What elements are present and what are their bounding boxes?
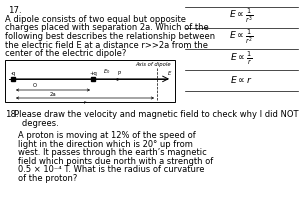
Text: west. It passes through the earth’s magnetic: west. It passes through the earth’s magn… <box>18 148 207 157</box>
Text: $E \propto \frac{1}{r}$: $E \propto \frac{1}{r}$ <box>230 50 253 66</box>
Text: center of the electric dipole?: center of the electric dipole? <box>5 49 126 58</box>
Text: $E \propto \frac{1}{r^2}$: $E \propto \frac{1}{r^2}$ <box>230 29 254 46</box>
Text: 18.: 18. <box>5 110 19 119</box>
Text: $E \propto r$: $E \propto r$ <box>230 74 253 85</box>
Text: $E_0$: $E_0$ <box>103 67 111 76</box>
Text: -q: -q <box>11 71 16 76</box>
Text: P: P <box>117 71 121 76</box>
Text: O: O <box>33 83 37 88</box>
Text: A dipole consists of two equal but opposite: A dipole consists of two equal but oppos… <box>5 15 186 24</box>
Text: Please draw the velocity and magnetic field to check why I did NOT choose 20 deg: Please draw the velocity and magnetic fi… <box>14 110 300 119</box>
Text: field which points due north with a strength of: field which points due north with a stre… <box>18 157 213 166</box>
Text: the electric field E at a distance r>>2a from the: the electric field E at a distance r>>2a… <box>5 40 208 49</box>
Bar <box>5 60 175 102</box>
Text: r: r <box>84 100 86 105</box>
Text: $E \propto \frac{1}{r^3}$: $E \propto \frac{1}{r^3}$ <box>230 7 254 25</box>
Text: charges placed with separation 2a. Which of the: charges placed with separation 2a. Which… <box>5 23 209 33</box>
Text: 0.5 × 10⁻⁴ T. What is the radius of curvature: 0.5 × 10⁻⁴ T. What is the radius of curv… <box>18 165 205 174</box>
Text: of the proton?: of the proton? <box>18 174 77 183</box>
Text: +q: +q <box>89 71 97 76</box>
Text: following best describes the relationship between: following best describes the relationshi… <box>5 32 215 41</box>
Text: 2a: 2a <box>50 92 56 97</box>
Text: 17.: 17. <box>8 6 22 15</box>
Text: E: E <box>168 71 172 76</box>
Text: degrees.: degrees. <box>14 118 59 128</box>
Text: light in the direction which is 20° up from: light in the direction which is 20° up f… <box>18 140 193 149</box>
Text: Axis of dipole: Axis of dipole <box>135 62 171 67</box>
Text: A proton is moving at 12% of the speed of: A proton is moving at 12% of the speed o… <box>18 131 196 140</box>
